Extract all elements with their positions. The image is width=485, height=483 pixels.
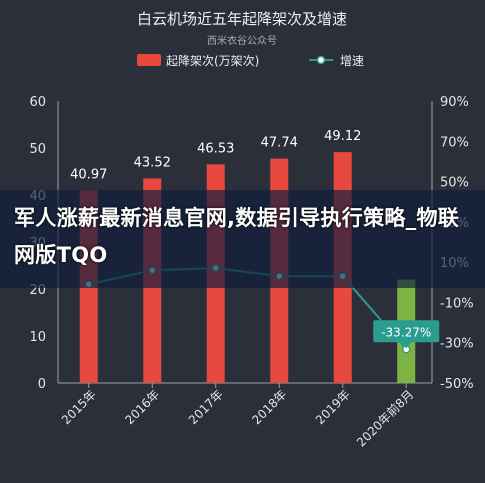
chart-title: 白云机场近五年起降架次及增速 [137, 10, 347, 28]
bar-data-label: 47.74 [261, 136, 298, 151]
legend-label-bar: 起降架次(万架次) [166, 54, 259, 68]
y-right-tick-label: -50% [440, 377, 474, 392]
y-right-tick-label: 50% [440, 176, 469, 191]
chart-subtitle: 西米衣谷公众号 [207, 34, 277, 47]
y-left-tick-label: 0 [38, 377, 46, 392]
bar-data-label: 49.12 [324, 129, 361, 144]
x-tick-label: 2019年 [313, 387, 353, 427]
bar-data-label: 40.97 [70, 167, 107, 182]
x-tick-label: 2020年前8月 [353, 387, 416, 450]
legend-swatch-marker [316, 55, 326, 65]
bar-data-label: 46.53 [197, 141, 234, 156]
chart-legend: 起降架次(万架次) 增速 [137, 54, 364, 68]
x-tick-label: 2016年 [122, 387, 162, 427]
overlay-banner: 军人涨薪最新消息官网,数据引导执行策略_物联网版TQO [0, 190, 485, 288]
legend-label-line: 增速 [340, 54, 364, 68]
y-right-tick-label: 90% [440, 95, 469, 110]
y-right-tick-label: -30% [440, 337, 474, 352]
y-left-tick-label: 10 [29, 330, 46, 345]
bar-data-label: 43.52 [134, 155, 171, 170]
x-tick-label: 2018年 [249, 387, 289, 427]
y-left-tick-label: 50 [29, 142, 46, 157]
x-tick-label: 2015年 [59, 387, 99, 427]
y-right-tick-label: -10% [440, 296, 474, 311]
growth-data-label: -33.27% [381, 325, 431, 339]
y-left-tick-label: 60 [29, 95, 46, 110]
growth-label-pointer [401, 342, 412, 349]
banner-text: 军人涨薪最新消息官网,数据引导执行策略_物联网版TQO [14, 206, 460, 267]
y-right-tick-label: 70% [440, 135, 469, 150]
legend-swatch-bar [137, 54, 161, 66]
x-tick-label: 2017年 [186, 387, 226, 427]
growth-label-box [373, 320, 440, 343]
